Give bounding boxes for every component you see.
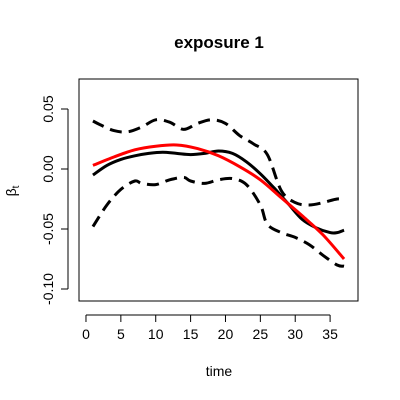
- x-tick-label: 10: [148, 326, 164, 342]
- series-line-2-dashed: [91, 175, 345, 268]
- y-axis-label-subscript: t: [11, 185, 22, 188]
- plot-area-border: [78, 78, 359, 302]
- series-line-1-dashed: [92, 118, 345, 207]
- series-line-4-solid: [92, 143, 346, 260]
- x-tick-label: 0: [82, 326, 90, 342]
- series-layer: [91, 118, 346, 268]
- y-axis: -0.10 -0.05 0.00 0.05: [40, 95, 69, 305]
- x-tick-label: 20: [218, 326, 234, 342]
- x-tick-label: 25: [253, 326, 269, 342]
- y-tick-label: -0.05: [40, 213, 56, 245]
- x-tick-label: 5: [117, 326, 125, 342]
- x-axis-label: time: [206, 363, 233, 379]
- x-tick-label: 30: [287, 326, 303, 342]
- x-tick-label: 15: [183, 326, 199, 342]
- y-tick-label: -0.10: [40, 273, 56, 305]
- chart-title: exposure 1: [174, 33, 264, 52]
- y-tick-label: 0.00: [40, 155, 56, 182]
- y-axis-label-main: β: [3, 188, 19, 196]
- x-tick-label: 35: [322, 326, 338, 342]
- y-axis-label: βt: [3, 185, 22, 196]
- y-tick-label: 0.05: [40, 95, 56, 122]
- x-axis: 0 5 10 15 20 25 30 35: [82, 314, 338, 342]
